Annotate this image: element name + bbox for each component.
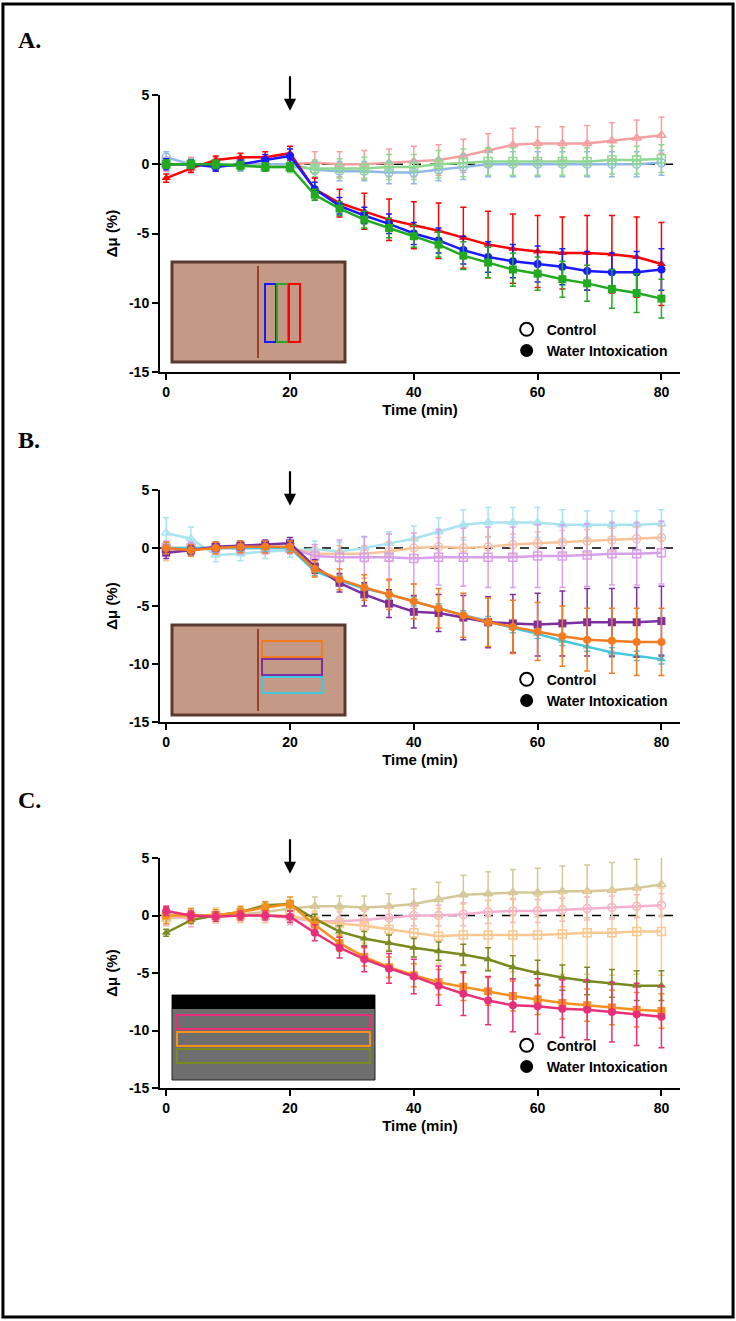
svg-text:-10: -10 xyxy=(129,1022,149,1038)
svg-text:5: 5 xyxy=(141,850,149,866)
svg-text:-15: -15 xyxy=(129,1080,149,1096)
svg-text:80: 80 xyxy=(654,734,670,750)
svg-text:Control: Control xyxy=(547,672,597,688)
svg-text:20: 20 xyxy=(282,384,298,400)
svg-text:Δμ (%): Δμ (%) xyxy=(103,210,120,257)
svg-text:Time (min): Time (min) xyxy=(382,751,458,768)
svg-text:5: 5 xyxy=(141,482,149,498)
svg-text:-10: -10 xyxy=(129,295,149,311)
svg-text:60: 60 xyxy=(530,734,546,750)
svg-text:Control: Control xyxy=(547,1038,597,1054)
svg-text:20: 20 xyxy=(282,734,298,750)
svg-text:-5: -5 xyxy=(137,225,150,241)
svg-text:80: 80 xyxy=(654,1100,670,1116)
svg-text:60: 60 xyxy=(530,1100,546,1116)
svg-text:Δμ (%): Δμ (%) xyxy=(103,949,120,996)
svg-text:-5: -5 xyxy=(137,965,150,981)
svg-text:A.: A. xyxy=(18,27,41,53)
svg-text:40: 40 xyxy=(406,1100,422,1116)
svg-text:Water Intoxication: Water Intoxication xyxy=(547,1059,668,1075)
svg-text:Control: Control xyxy=(547,322,597,338)
svg-text:-15: -15 xyxy=(129,364,149,380)
svg-text:0: 0 xyxy=(162,1100,170,1116)
svg-text:0: 0 xyxy=(141,907,149,923)
svg-text:-10: -10 xyxy=(129,656,149,672)
svg-text:-5: -5 xyxy=(137,598,150,614)
svg-text:0: 0 xyxy=(141,156,149,172)
svg-text:-15: -15 xyxy=(129,714,149,730)
svg-text:Water Intoxication: Water Intoxication xyxy=(547,343,668,359)
svg-text:Time (min): Time (min) xyxy=(382,1117,458,1134)
svg-text:Time (min): Time (min) xyxy=(382,401,458,418)
svg-text:20: 20 xyxy=(282,1100,298,1116)
svg-text:0: 0 xyxy=(141,540,149,556)
svg-text:5: 5 xyxy=(141,87,149,103)
svg-text:Water Intoxication: Water Intoxication xyxy=(547,693,668,709)
svg-text:40: 40 xyxy=(406,384,422,400)
svg-text:B.: B. xyxy=(18,427,40,453)
svg-text:40: 40 xyxy=(406,734,422,750)
svg-text:60: 60 xyxy=(530,384,546,400)
svg-text:80: 80 xyxy=(654,384,670,400)
svg-text:C.: C. xyxy=(18,787,41,813)
svg-text:Δμ (%): Δμ (%) xyxy=(103,582,120,629)
svg-text:0: 0 xyxy=(162,384,170,400)
svg-text:0: 0 xyxy=(162,734,170,750)
